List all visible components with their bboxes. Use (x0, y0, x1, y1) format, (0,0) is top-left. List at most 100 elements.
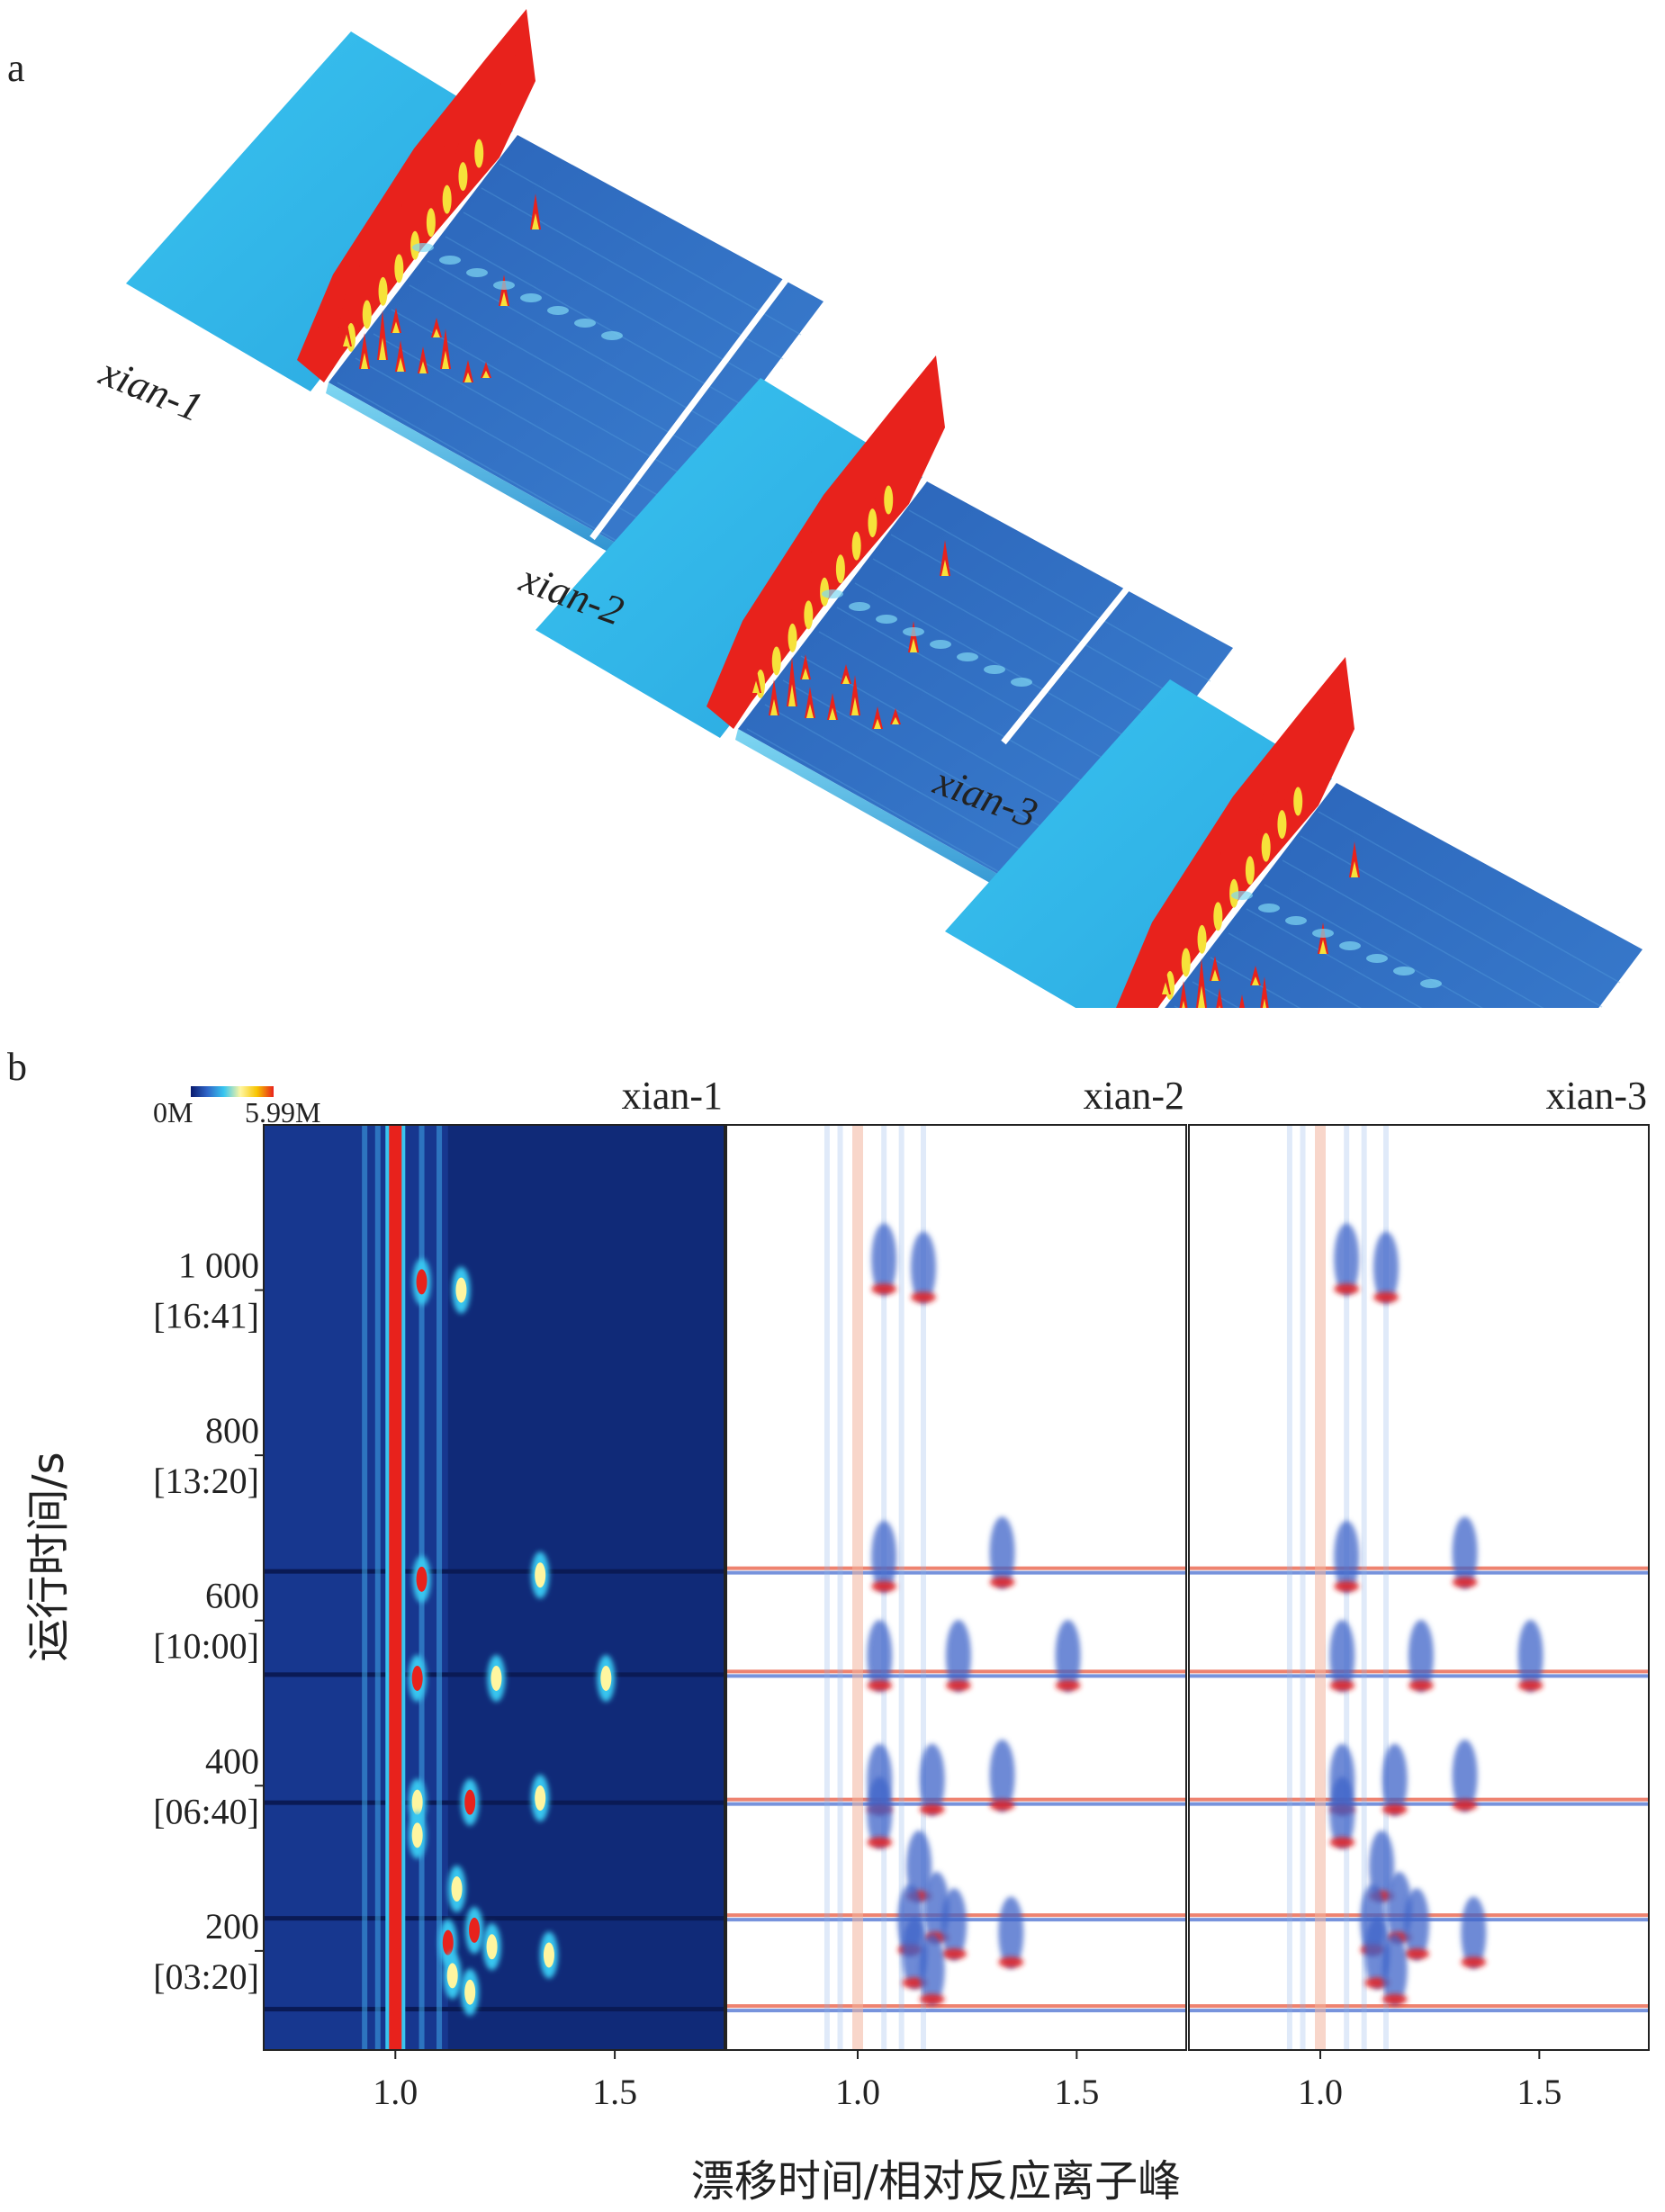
ridge-highlight (1293, 787, 1303, 816)
peak-decrease (1334, 1520, 1360, 1593)
horizontal-band-blue (1189, 1570, 1649, 1575)
minor-feature (876, 615, 897, 624)
ridge-spike (479, 85, 494, 132)
y-axis-title: 运行时间/s (23, 1452, 74, 1661)
ridge-spike (394, 204, 410, 252)
minor-feature (1339, 941, 1361, 950)
plate-streak (800, 655, 1103, 828)
heatmap-background (726, 1125, 1186, 2050)
minor-feature (574, 319, 596, 328)
peak-decrease (867, 1776, 893, 1849)
ridge-highlight (378, 276, 388, 306)
ridge-highlight (868, 508, 878, 538)
peak-decrease (906, 1830, 932, 1903)
peak-halo (412, 1555, 431, 1603)
analyte-peak-core (1182, 1001, 1185, 1008)
subplot-xian-3 (1189, 1125, 1649, 2050)
analyte-peak (769, 679, 779, 715)
analyte-peak-core (829, 707, 836, 720)
vertical-streak (1344, 1125, 1350, 2050)
peak-increase (989, 1577, 1015, 1588)
analyte-peak-core (874, 718, 881, 729)
analyte-peak-core (464, 372, 472, 382)
analyte-peak-core (433, 328, 440, 337)
analyte-peak (341, 319, 352, 346)
peak-increase (998, 1956, 1024, 1968)
subplot-xian-2 (726, 1125, 1186, 2050)
peak-decrease (919, 1933, 945, 2006)
peak-increase (1408, 1679, 1434, 1691)
ridge-spike (761, 610, 777, 658)
x-tick-label: 1.0 (1298, 2072, 1343, 2112)
peak-decrease (998, 1896, 1024, 1969)
peak-halo (597, 1654, 616, 1702)
peak-increase (1329, 1837, 1355, 1848)
x-tick-label: 1.5 (592, 2072, 637, 2112)
analyte-peak-core (397, 357, 404, 372)
ridge-highlight (426, 208, 436, 238)
horizontal-band-blue (1189, 2009, 1649, 2013)
minor-feature (1011, 678, 1032, 687)
ridge-spike (776, 608, 791, 638)
horizontal-band-red (1189, 1566, 1649, 1570)
peak-increase (1517, 1679, 1544, 1691)
x-axis-title: 漂移时间/相对反应离子峰 (691, 2156, 1181, 2207)
horizontal-band-blue (726, 2009, 1186, 2013)
horizontal-band (264, 1800, 724, 1805)
analyte-peak (872, 706, 883, 729)
minor-feature (601, 331, 623, 340)
ridge-highlight (442, 184, 452, 214)
peak-decrease (1404, 1888, 1430, 1961)
plate-streak (427, 260, 730, 433)
ridge-spike (1256, 792, 1271, 840)
analyte-peak-core (1252, 976, 1259, 985)
analyte-peak (440, 328, 451, 369)
peak-decrease (1329, 1743, 1355, 1816)
horizontal-band-red (1189, 1669, 1649, 1674)
analyte-peak-core (500, 292, 508, 306)
peak-decrease (1517, 1619, 1544, 1692)
peak-increase (1360, 1944, 1386, 1956)
peak-decrease (1382, 1933, 1408, 2006)
minor-feature (547, 306, 569, 315)
peak-spot (416, 1269, 428, 1295)
rip-line (389, 1125, 402, 2050)
peak-decrease (1461, 1896, 1487, 1969)
subplot-xian-1 (264, 1125, 724, 2050)
minor-feature (1285, 916, 1307, 925)
ridge-spike (1156, 940, 1172, 979)
plate-streak (908, 509, 1211, 682)
analyte-peak-core (892, 716, 899, 724)
peak-decrease (989, 1516, 1015, 1589)
ridge-spike (888, 431, 904, 479)
analyte-peak-core (343, 334, 350, 346)
peak-halo (461, 1778, 480, 1826)
colorbar-max-label: 5.99M (245, 1096, 320, 1128)
peak-decrease (897, 1884, 923, 1956)
plate-streak (746, 728, 1049, 901)
peak-increase (919, 1803, 945, 1815)
sample-plate-3 (945, 657, 1642, 1008)
peak-increase (1452, 1800, 1478, 1812)
peak-increase (1452, 1577, 1478, 1588)
colorbar (191, 1086, 274, 1097)
analyte-peak (1260, 976, 1269, 1008)
analyte-peak-core (1319, 940, 1327, 954)
ridge-spike (804, 551, 819, 598)
peak-halo (452, 1266, 471, 1314)
x-tick-label: 1.5 (1054, 2072, 1099, 2112)
analyte-peak (827, 693, 838, 720)
peak-increase (1334, 1283, 1360, 1295)
horizontal-band-blue (726, 1674, 1186, 1678)
horizontal-band-blue (1189, 1802, 1649, 1806)
analyte-peak (359, 333, 370, 369)
horizontal-band (264, 2007, 724, 2012)
ridge-spike (818, 549, 833, 579)
ridge-spike (324, 322, 338, 351)
plate-edge (735, 729, 1044, 911)
peak-increase (911, 1291, 936, 1303)
vertical-streak (824, 1125, 830, 2050)
analyte-peak (1216, 988, 1223, 1008)
peak-spot (600, 1665, 612, 1691)
plate-separator (590, 247, 811, 541)
